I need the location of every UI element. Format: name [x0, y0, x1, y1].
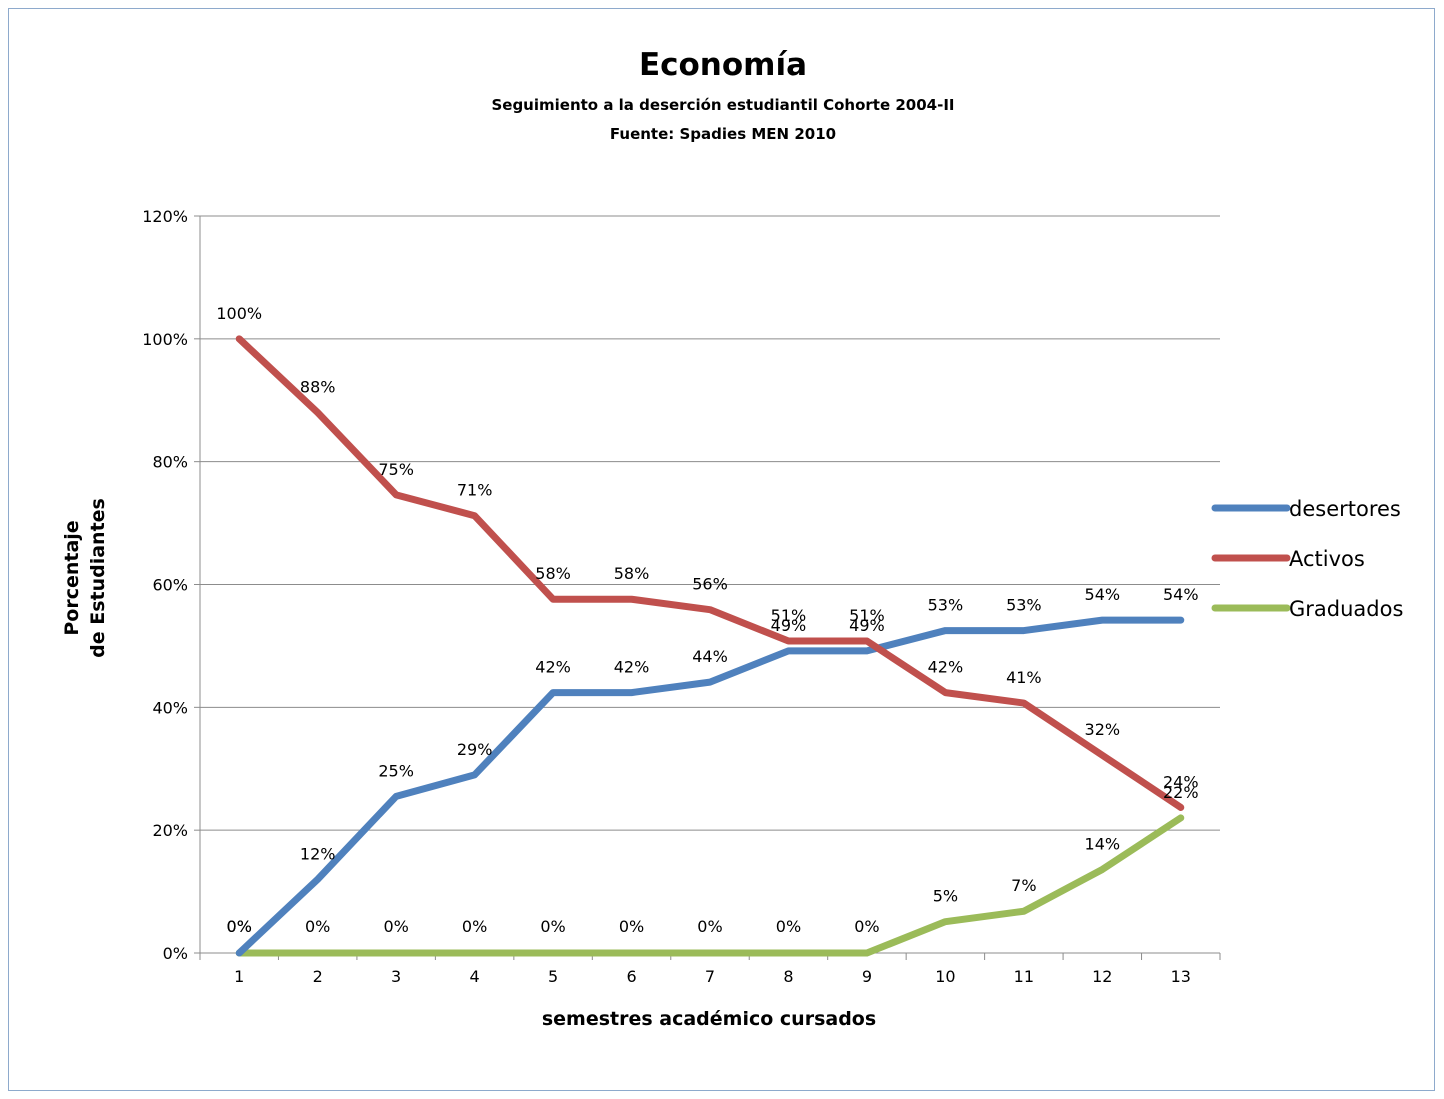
axes: 0%20%40%60%80%100%120%1 2 3 4 5 6 7 8 9 10 11 12 13 [142, 207, 1221, 986]
chart-subtitle-line-1: Seguimiento a la deserción estudiantil C… [491, 96, 954, 114]
x-tick-label: 10 [935, 967, 955, 986]
y-tick-label: 100% [142, 330, 188, 349]
data-label: 0% [305, 917, 330, 936]
data-label: 56% [692, 575, 728, 594]
chart-title: Economía [639, 47, 807, 83]
data-label: 53% [928, 596, 964, 615]
y-tick-label: 0% [163, 944, 188, 963]
x-tick-label: 5 [548, 967, 558, 986]
data-label: 71% [457, 481, 493, 500]
data-label: 0% [227, 917, 252, 936]
series-lines [235, 335, 1185, 957]
legend-label-graduados: Graduados [1289, 597, 1403, 621]
series-line-activos [235, 335, 1185, 811]
legend-label-desertores: desertores [1289, 497, 1401, 521]
data-label: 58% [614, 564, 650, 583]
data-label: 51% [849, 606, 885, 625]
data-label: 0% [854, 917, 879, 936]
data-label: 0% [776, 917, 801, 936]
data-label: 14% [1085, 834, 1121, 853]
data-label: 24% [1163, 772, 1199, 791]
gridlines [200, 215, 1220, 831]
data-label: 12% [300, 844, 336, 863]
y-axis-title-line-2: de Estudiantes [87, 498, 109, 658]
data-labels: 0% 12% 25% 29% 42% 42% 44% 49% 49% 53% 53% 54% 54% 10… [216, 304, 1198, 936]
x-axis-title: semestres académico cursados [542, 1008, 876, 1030]
data-label: 100% [216, 304, 262, 323]
data-label: 0% [540, 917, 565, 936]
x-tick-label: 4 [470, 967, 480, 986]
data-label: 29% [457, 740, 493, 759]
data-label: 42% [614, 658, 650, 677]
data-label: 53% [1006, 596, 1042, 615]
y-axis-title-line-1: Porcentaje [61, 520, 83, 635]
data-label: 0% [697, 917, 722, 936]
x-tick-label: 6 [626, 967, 636, 986]
data-label: 88% [300, 378, 336, 397]
line-chart: Economía Seguimiento a la deserción estu… [61, 47, 1403, 1030]
data-label: 0% [619, 917, 644, 936]
data-label: 54% [1163, 585, 1199, 604]
legend: desertores Activos Graduados [1211, 497, 1403, 621]
data-label: 0% [227, 917, 252, 936]
x-tick-label: 13 [1171, 967, 1191, 986]
x-tick-label: 9 [862, 967, 872, 986]
x-tick-label: 1 [234, 967, 244, 986]
data-label: 7% [1011, 876, 1036, 895]
y-tick-label: 20% [152, 821, 188, 840]
x-tick-label: 3 [391, 967, 401, 986]
chart-frame: Economía Seguimiento a la deserción estu… [8, 8, 1435, 1091]
data-label: 22% [1163, 783, 1199, 802]
chart-subtitle-line-2: Fuente: Spadies MEN 2010 [610, 125, 836, 143]
data-label: 42% [928, 658, 964, 677]
legend-label-activos: Activos [1289, 547, 1365, 571]
data-label: 51% [771, 606, 807, 625]
data-label: 75% [378, 460, 414, 479]
data-label: 49% [849, 616, 885, 635]
data-label: 25% [378, 761, 414, 780]
data-label: 32% [1085, 720, 1121, 739]
x-tick-label: 8 [783, 967, 793, 986]
data-label: 44% [692, 647, 728, 666]
data-label: 41% [1006, 668, 1042, 687]
y-tick-label: 80% [152, 453, 188, 472]
data-label: 5% [933, 887, 958, 906]
y-tick-label: 40% [152, 698, 188, 717]
data-label: 54% [1085, 585, 1121, 604]
series-line-desertores [235, 616, 1185, 957]
data-label: 49% [771, 616, 807, 635]
x-tick-label: 12 [1092, 967, 1112, 986]
y-tick-label: 120% [142, 207, 188, 226]
data-label: 42% [535, 658, 571, 677]
series-line-graduados [235, 814, 1185, 957]
x-tick-label: 7 [705, 967, 715, 986]
data-label: 58% [535, 564, 571, 583]
data-label: 0% [383, 917, 408, 936]
x-tick-label: 2 [313, 967, 323, 986]
y-tick-label: 60% [152, 576, 188, 595]
data-label: 0% [462, 917, 487, 936]
x-tick-label: 11 [1014, 967, 1034, 986]
